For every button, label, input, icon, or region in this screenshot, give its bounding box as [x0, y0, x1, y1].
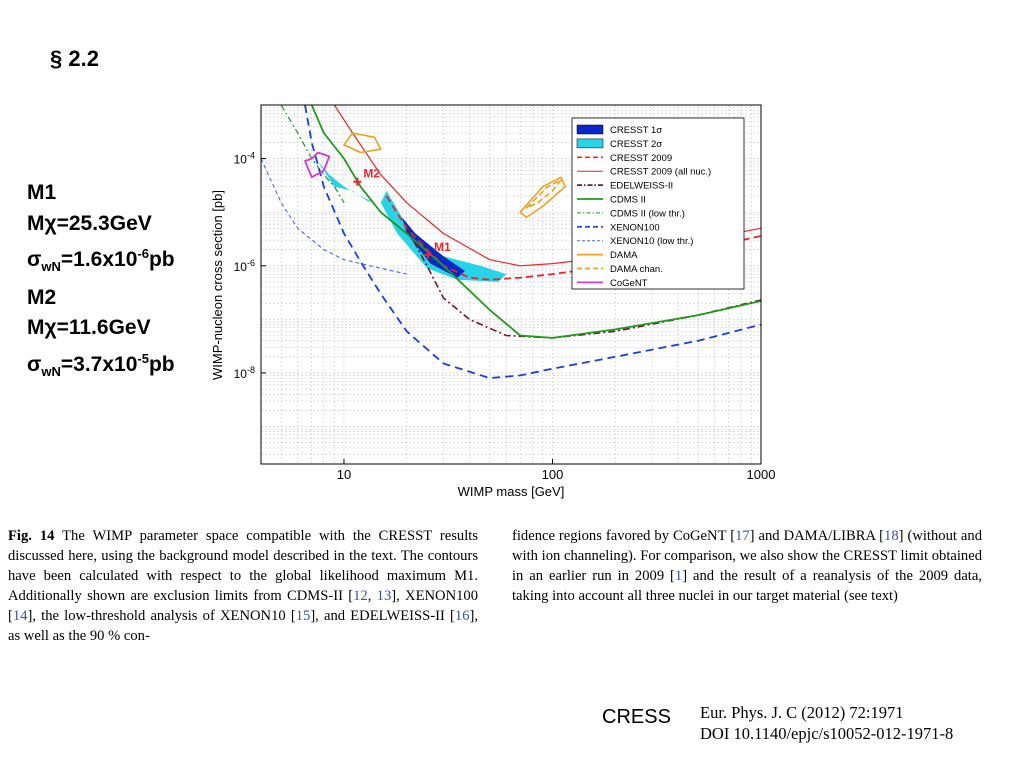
figure-number: Fig. 14	[8, 528, 55, 544]
ref-link[interactable]: 16	[454, 608, 470, 624]
m2-mass-value: 11.6GeV	[68, 316, 151, 340]
m1-label: M1	[27, 181, 57, 204]
m1-sigma-unit: pb	[148, 248, 175, 271]
region-cresst_1sigma	[402, 217, 465, 278]
series-xenon10_low	[261, 158, 407, 275]
legend-label: CDMS II	[610, 195, 646, 206]
section-label: § 2.2	[50, 46, 99, 71]
legend-label: CRESST 1σ	[610, 125, 662, 136]
series-cresst2009	[385, 195, 761, 281]
y-tick-base: 10	[234, 367, 248, 381]
m2-mass: Mχ=11.6GeV	[27, 313, 175, 344]
legend-label: DAMA chan.	[610, 264, 663, 275]
ref-link[interactable]: 15	[295, 608, 311, 624]
y-tick-exponent: -6	[247, 258, 255, 268]
region-dama_low	[343, 132, 382, 154]
ref-link[interactable]: 18	[884, 528, 899, 544]
caption-text: The WIMP parameter space compatible with…	[8, 528, 478, 604]
caption-text: ] and the result of a reanalysis of the …	[512, 568, 982, 604]
legend-label: CDMS II (low thr.)	[610, 208, 685, 219]
point-label-m1: M1	[434, 240, 451, 254]
ref-link[interactable]: 12	[353, 588, 368, 604]
region-dama	[519, 176, 566, 219]
m2-sigma-sub: wN	[41, 363, 61, 379]
journal-citation: Eur. Phys. J. C (2012) 72:1971	[700, 703, 904, 722]
m2-sigma-exp: -5	[137, 350, 149, 366]
legend-label: CRESST 2009	[610, 153, 672, 164]
legend-label: CoGeNT	[610, 278, 648, 289]
y-tick-base: 10	[234, 260, 248, 274]
caption-left: Fig. 14 The WIMP parameter space compati…	[8, 526, 478, 646]
benchmark-parameters: M1 Mχ=25.3GeV σwN=1.6x10-6pb M2 Mχ=11.6G…	[27, 178, 175, 387]
ref-link[interactable]: 17	[735, 528, 750, 544]
y-tick-label: 10-6	[234, 258, 255, 274]
legend-label: XENON100	[610, 222, 660, 233]
cress-label: CRESS	[602, 706, 671, 728]
point-marker-m2	[353, 177, 362, 186]
caption-text: ] and DAMA/LIBRA [	[749, 528, 885, 544]
y-tick-base: 10	[234, 153, 248, 167]
caption-text: ,	[367, 588, 377, 604]
legend-swatch	[576, 124, 604, 135]
legend-label: EDELWEISS-II	[610, 181, 673, 192]
ref-link[interactable]: 1	[674, 568, 683, 584]
caption-text: ], the low-threshold analysis of XENON10…	[27, 608, 296, 624]
plot-frame	[260, 104, 762, 465]
m2-mass-symbol: Mχ=	[27, 316, 69, 340]
ref-link[interactable]: 14	[12, 608, 28, 624]
y-tick-exponent: -4	[247, 151, 255, 161]
y-tick-label: 10-8	[234, 365, 255, 381]
x-tick-label: 10	[337, 467, 351, 482]
m1-sigma: σ	[27, 248, 42, 271]
ref-link[interactable]: 13	[376, 588, 392, 604]
point-label-m2: M2	[363, 167, 380, 181]
legend-label: DAMA	[610, 250, 638, 261]
m1-sigma-exp: -6	[137, 246, 149, 261]
series-xenon100	[304, 105, 761, 380]
m1-sigma-value: =1.6x10	[60, 248, 138, 271]
region-cogent	[304, 151, 331, 179]
m1-mass-symbol: Mχ=	[27, 211, 69, 235]
x-axis-label: WIMP mass [GeV]	[458, 484, 565, 499]
m1-cross-section: σwN=1.6x10-6pb	[27, 239, 175, 283]
m2-label: M2	[27, 285, 57, 309]
caption-text: ] (without and with ion channeling). For…	[512, 528, 982, 584]
m2-cross-section: σwN=3.7x10-5pb	[27, 344, 175, 388]
caption-text: ], XENON100 [	[8, 588, 479, 624]
x-tick-label: 100	[542, 467, 564, 482]
chart-legend: CRESST 1σ CRESST 2σ CRESST 2009 CRESST 2009…	[571, 117, 745, 290]
m2-sigma: σ	[27, 352, 42, 376]
chart-points: M1 M2	[353, 167, 451, 259]
chart-lines	[261, 105, 761, 380]
caption-text: ], and EDELWEISS-II [	[310, 608, 455, 624]
m2-sigma-unit: pb	[148, 352, 175, 376]
m2-sigma-value: =3.7x10	[60, 352, 138, 376]
y-tick-exponent: -8	[247, 365, 255, 375]
point-marker-m1	[424, 250, 433, 259]
legend-label: CRESST 2σ	[610, 139, 662, 150]
journal-doi: DOI 10.1140/epjc/s10052-012-1971-8	[700, 724, 954, 743]
y-tick-label: 10-4	[234, 151, 255, 167]
caption-right: fidence regions favored by CoGeNT [17] a…	[512, 526, 982, 606]
m1-mass-value: 25.3GeV	[68, 211, 152, 235]
m1-mass: Mχ=25.3GeV	[27, 209, 175, 240]
caption-text: fidence regions favored by CoGeNT [	[512, 528, 736, 544]
m1-sigma-sub: wN	[41, 259, 61, 275]
journal-reference: Eur. Phys. J. C (2012) 72:1971 DOI 10.11…	[700, 702, 953, 744]
series-cdms	[310, 105, 761, 339]
y-axis-label: WIMP-nucleon cross section [pb]	[210, 190, 225, 380]
legend-label: CRESST 2009 (all nuc.)	[610, 167, 711, 178]
x-tick-label: 1000	[747, 467, 776, 482]
legend-label: XENON10 (low thr.)	[610, 236, 693, 247]
series-cdms_low	[280, 105, 345, 204]
chart-regions	[317, 161, 507, 282]
legend-swatch	[576, 138, 604, 149]
caption-text: ], as well as the 90 % con-	[8, 608, 478, 644]
